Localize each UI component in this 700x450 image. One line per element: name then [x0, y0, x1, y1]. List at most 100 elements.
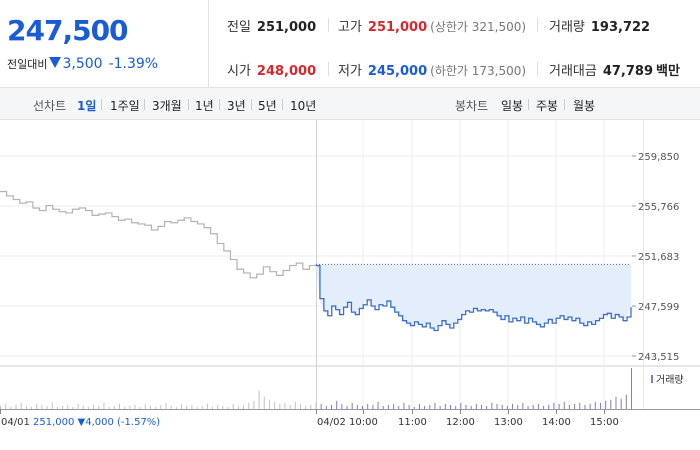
volume-bar	[574, 403, 576, 409]
volume-bar	[124, 406, 126, 409]
volume-bar	[227, 406, 229, 409]
volume-bar	[543, 405, 545, 409]
volume-bar	[31, 406, 33, 409]
prev-close: 전일 251,000	[227, 16, 316, 35]
volume-bar	[222, 405, 224, 409]
x-tick-label: 10:00	[349, 417, 378, 428]
today-line	[316, 264, 632, 332]
volume-bar	[98, 405, 100, 409]
volume-bar	[625, 394, 627, 409]
volume-bar	[186, 405, 188, 409]
volume-bar	[563, 401, 565, 409]
volume-bar	[217, 404, 219, 409]
volume-bar	[558, 403, 560, 409]
price-chart[interactable]: 259,850 255,766 251,683 247,599 243,515 04/01…	[0, 120, 700, 450]
volume-bar	[279, 403, 281, 409]
x-tick-label: 11:00	[398, 417, 427, 428]
candle-weekly[interactable]: 주봉	[536, 99, 559, 113]
volume-bar	[439, 405, 441, 409]
volume-bar	[268, 399, 270, 409]
volume-bar	[517, 404, 519, 409]
period-1d[interactable]: 1일	[77, 99, 97, 113]
period-3y[interactable]: 3년	[227, 99, 246, 113]
volume-bar	[429, 404, 431, 409]
volume-bar	[103, 402, 105, 409]
volume-bar	[620, 398, 622, 409]
volume-bar	[201, 405, 203, 409]
volume: 거래량 193,722	[549, 16, 650, 35]
volume-bar	[382, 405, 384, 409]
prev-close-label: 전일	[227, 20, 251, 35]
volume-bar	[486, 405, 488, 409]
divider	[537, 62, 538, 76]
volume-bar	[212, 406, 214, 409]
divider	[564, 99, 565, 110]
volume-bar	[403, 402, 405, 409]
volume-bar	[25, 405, 27, 409]
divider	[282, 99, 283, 110]
divider	[537, 18, 538, 32]
below-reference-fill	[316, 264, 631, 331]
candle-daily[interactable]: 일봉	[501, 99, 524, 113]
volume-bar	[294, 401, 296, 409]
volume-bar	[398, 405, 400, 409]
volume-bar	[568, 404, 570, 409]
divider	[188, 99, 189, 110]
change-value: 3,500	[62, 56, 103, 72]
volume-bar	[475, 403, 477, 409]
volume-bar	[522, 402, 524, 409]
y-tick-label: 251,683	[638, 252, 679, 263]
volume-bar	[610, 399, 612, 409]
volume-legend-label: 거래량	[656, 374, 684, 386]
divider	[219, 99, 220, 110]
period-10y[interactable]: 10년	[290, 99, 317, 113]
volume-bar	[284, 402, 286, 409]
prev-close-value: 251,000	[256, 20, 317, 35]
period-1w[interactable]: 1주일	[110, 99, 140, 113]
volume-bar	[20, 402, 22, 409]
volume-bar	[424, 405, 426, 409]
upper-limit: (상한가 321,500)	[430, 20, 527, 34]
divider	[101, 99, 102, 110]
volume-bar	[325, 405, 327, 409]
open-value: 248,000	[256, 64, 317, 79]
volume-bar	[56, 406, 58, 409]
candle-chart-label: 봉차트	[455, 99, 489, 113]
change-percent: -1.39%	[108, 56, 159, 72]
down-arrow-icon	[49, 57, 62, 68]
change-row: 전일대비 3,500 -1.39%	[7, 53, 158, 72]
volume-bar	[46, 405, 48, 409]
volume-bar	[455, 405, 457, 409]
high: 고가 251,000 (상한가 321,500)	[338, 16, 526, 35]
volume-bar	[206, 403, 208, 409]
volume-bar	[465, 404, 467, 409]
volume-bar	[356, 404, 358, 409]
volume-bar	[139, 406, 141, 409]
divider	[328, 18, 329, 32]
x-tick-label: 13:00	[494, 417, 523, 428]
volume-bar	[594, 401, 596, 409]
volume-bar	[248, 402, 250, 409]
volume-bar	[10, 406, 12, 409]
volume-bar	[496, 403, 498, 409]
volume-bar	[413, 406, 415, 409]
volume-bar	[336, 400, 338, 409]
volume-bar	[243, 404, 245, 409]
change-label: 전일대비	[7, 58, 48, 71]
period-1y[interactable]: 1년	[195, 99, 214, 113]
divider	[328, 62, 329, 76]
volume-bar	[506, 405, 508, 409]
volume-bar	[418, 403, 420, 409]
trade-value-label: 거래대금	[549, 64, 597, 79]
volume-bar	[62, 405, 64, 409]
candle-monthly[interactable]: 월봉	[573, 99, 596, 113]
y-tick-label: 247,599	[638, 302, 679, 313]
period-5y[interactable]: 5년	[258, 99, 277, 113]
volume-bar	[589, 403, 591, 409]
volume-bar	[108, 406, 110, 409]
period-3m[interactable]: 3개월	[152, 99, 182, 113]
volume-bar	[118, 403, 120, 409]
volume-bar	[408, 404, 410, 409]
x-tick-label: 14:00	[542, 417, 571, 428]
x-tick-label: 04/01	[1, 417, 30, 428]
